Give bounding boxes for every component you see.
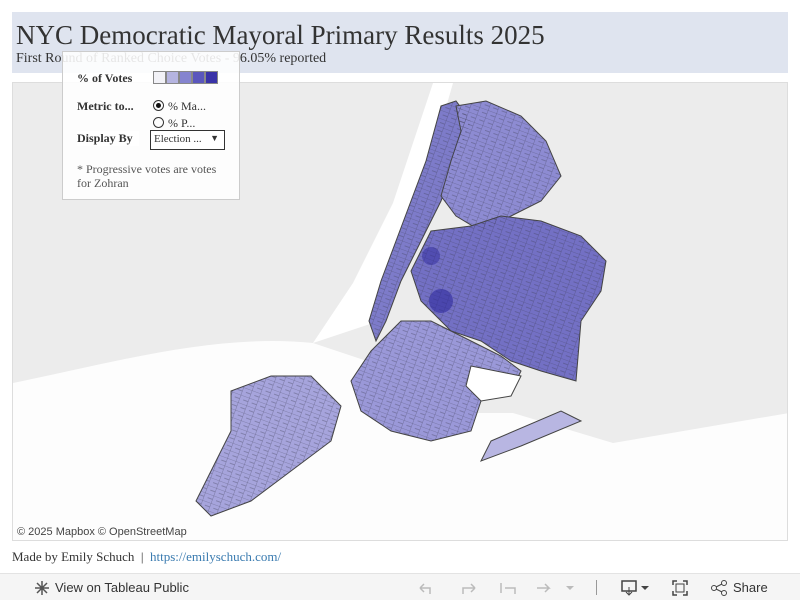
separator: | <box>140 549 144 564</box>
map[interactable]: © 2025 Mapbox © OpenStreetMap <box>12 82 788 541</box>
toolbar: View on Tableau Public Share <box>0 573 800 600</box>
title: NYC Democratic Mayoral Primary Results 2… <box>16 20 545 50</box>
dropdown-value: Election ... <box>154 133 202 145</box>
swatch <box>205 71 218 84</box>
display-dropdown[interactable]: Election ... ▼ <box>150 130 225 150</box>
attribution: © 2025 Mapbox © OpenStreetMap <box>17 526 187 538</box>
legend-panel: % of Votes Metric to... % Ma... % P... D… <box>62 51 240 200</box>
download-button[interactable] <box>620 579 650 597</box>
swatch <box>166 71 179 84</box>
footer: Made by Emily Schuch | https://emilyschu… <box>12 549 281 565</box>
rockaways <box>479 410 583 462</box>
boroughs <box>195 100 607 517</box>
undo-redo-icons <box>419 583 574 594</box>
radio-text: % Ma... <box>168 99 206 113</box>
view-button[interactable]: View on Tableau Public <box>55 580 189 595</box>
river <box>313 83 453 343</box>
link[interactable]: https://emilyschuch.com/ <box>150 549 282 564</box>
mapbox-credit[interactable]: © 2025 Mapbox <box>17 526 95 538</box>
credit: Made by Emily Schuch <box>12 549 135 564</box>
share-icon <box>711 580 727 596</box>
radio-text: % P... <box>168 116 196 130</box>
dense-area <box>429 289 453 313</box>
swatch <box>179 71 192 84</box>
color-label: % of Votes <box>77 71 133 85</box>
swatch <box>192 71 205 84</box>
share-button[interactable]: Share <box>733 580 768 595</box>
fullscreen-button[interactable] <box>671 579 689 597</box>
map-canvas <box>13 83 787 540</box>
radio-option[interactable]: % P... <box>153 116 195 131</box>
osm-credit[interactable]: © OpenStreetMap <box>97 526 187 538</box>
radio-option[interactable]: % Ma... <box>153 99 206 114</box>
dense-area <box>422 247 440 265</box>
display-label: Display By <box>77 131 139 146</box>
divider <box>596 580 597 595</box>
swatch <box>153 71 166 84</box>
note: * Progressive votes are votes for Zohran <box>77 162 217 190</box>
jamaica-bay <box>465 365 522 402</box>
metric-label: Metric to... <box>77 99 134 113</box>
tableau-icon <box>35 581 49 595</box>
